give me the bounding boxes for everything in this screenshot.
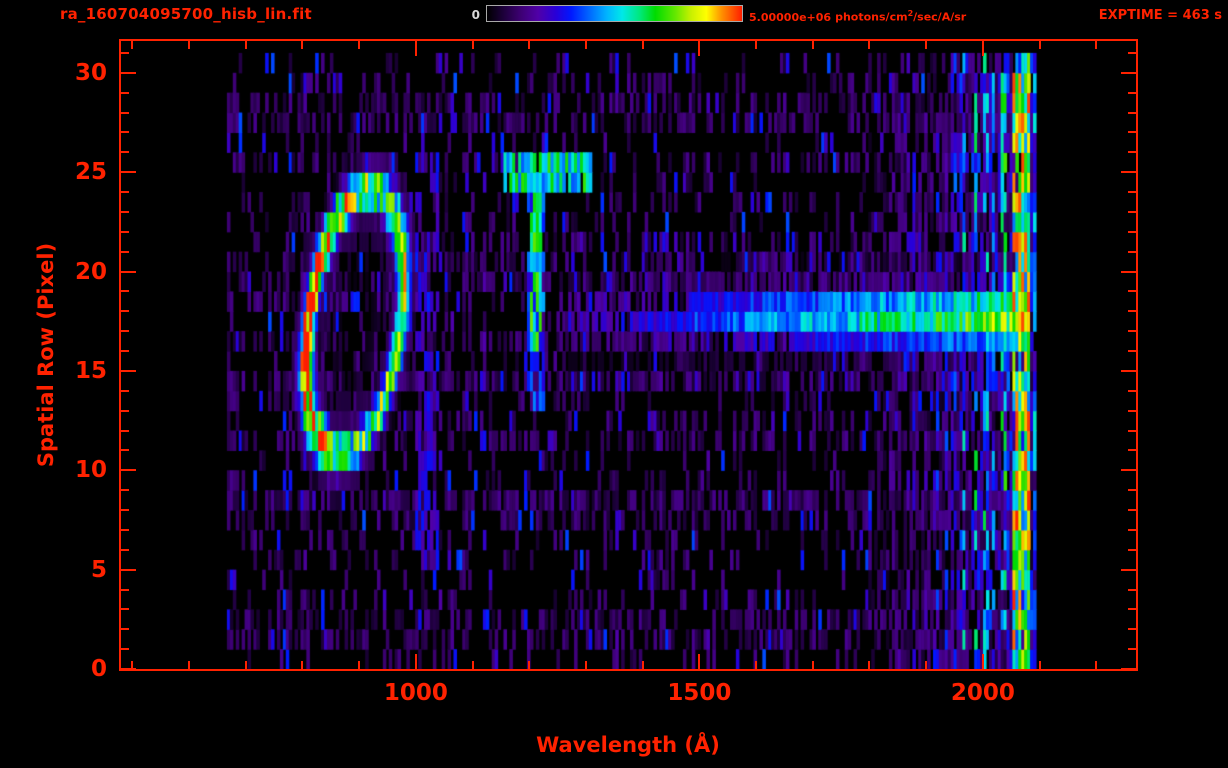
colorbar-unit-post: /sec/A/sr [913,10,967,24]
y-tick-label: 25 [74,159,107,186]
colorbar-unit-pre: photons/cm [835,10,908,24]
y-tick-label: 5 [90,556,107,583]
file-title: ra_160704095700_hisb_lin.fit [60,5,312,23]
y-tick-label: 0 [90,656,107,682]
x-tick-label: 1000 [383,680,448,706]
exptime-label: EXPTIME = 463 s [1098,8,1222,23]
y-tick-label: 30 [74,59,107,86]
y-tick-label: 10 [74,457,107,484]
y-tick-label: 20 [74,258,107,285]
colorbar-min-label: 0 [471,8,480,22]
colorbar-gradient [486,5,743,22]
x-tick-label: 1500 [667,680,732,706]
colorbar-max-value: 5.00000e+06 [749,10,832,24]
heatmap-canvas [121,41,1136,669]
colorbar-unit-sup: 2 [907,9,914,18]
y-tick-label: 15 [74,357,107,384]
x-tick-label: 2000 [950,680,1015,706]
x-axis-label: Wavelength (Å) [536,733,720,757]
y-axis-label: Spatial Row (Pixel) [34,242,58,468]
colorbar-max-label: 5.00000e+06 photons/cm2/sec/A/sr [749,9,966,24]
